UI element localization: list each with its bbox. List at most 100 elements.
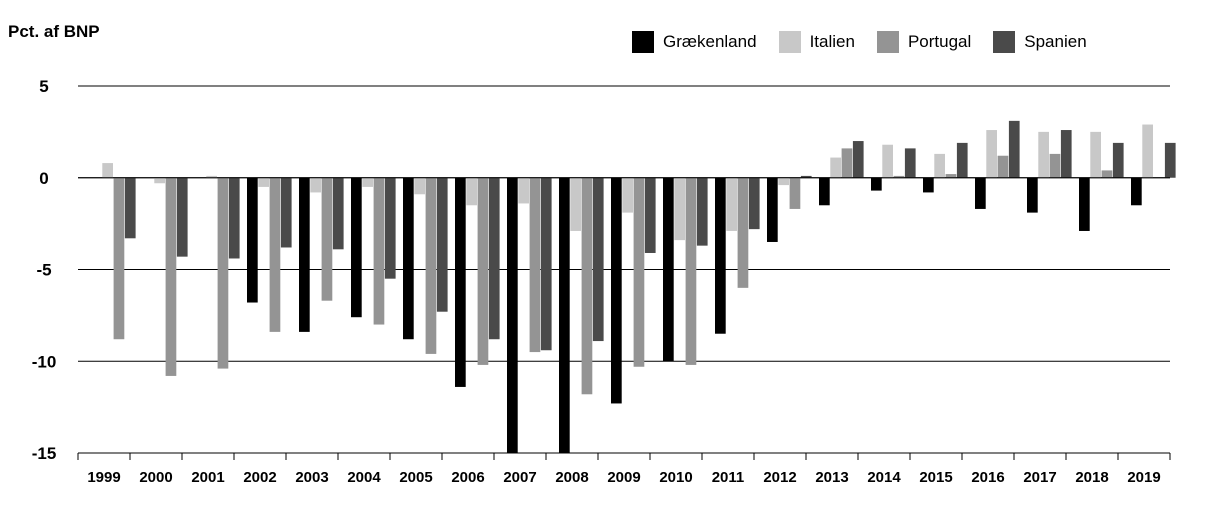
x-tick-label: 2005 xyxy=(399,469,432,486)
x-tick-label: 2004 xyxy=(347,469,381,486)
bar xyxy=(830,157,841,178)
bar xyxy=(102,163,113,178)
y-tick-label: -5 xyxy=(36,261,51,280)
bar xyxy=(269,177,281,332)
bar xyxy=(934,153,945,178)
legend-swatch-italien xyxy=(778,31,801,53)
bar xyxy=(997,155,1009,178)
bar xyxy=(663,177,674,362)
bar xyxy=(247,177,258,303)
bar xyxy=(1112,142,1124,178)
bar xyxy=(1049,153,1061,178)
bar xyxy=(871,177,882,191)
bar xyxy=(176,177,188,257)
legend-label-italien: Italien xyxy=(809,32,855,51)
legend-label-portugal: Portugal xyxy=(907,32,972,51)
bar xyxy=(403,177,414,340)
x-tick-label: 2010 xyxy=(659,469,692,486)
x-tick-label: 2012 xyxy=(763,469,796,486)
bar xyxy=(455,177,466,387)
bar xyxy=(696,177,708,246)
bar xyxy=(581,177,593,395)
bar xyxy=(1131,177,1142,206)
x-tick-label: 2013 xyxy=(815,469,848,486)
bar xyxy=(800,175,812,178)
x-tick-label: 2000 xyxy=(139,469,172,486)
bar xyxy=(893,175,905,178)
x-tick-label: 2003 xyxy=(295,469,328,486)
x-tick-label: 2016 xyxy=(971,469,1004,486)
bar xyxy=(622,177,633,213)
bar xyxy=(1164,142,1176,178)
bar xyxy=(852,141,864,178)
bar xyxy=(923,177,934,193)
bar xyxy=(975,177,986,209)
bar xyxy=(351,177,362,318)
x-tick-label: 2015 xyxy=(919,469,952,486)
legend-item-italien: Italien xyxy=(778,31,855,53)
x-tick-label: 2001 xyxy=(191,469,224,486)
y-axis-title: Pct. af BNP xyxy=(8,22,100,41)
x-tick-label: 2019 xyxy=(1127,469,1160,486)
bar xyxy=(321,177,333,301)
bar xyxy=(685,177,697,365)
bar xyxy=(384,177,396,279)
bar xyxy=(819,177,830,206)
bar xyxy=(299,177,310,332)
x-tick-label: 2017 xyxy=(1023,469,1056,486)
bar xyxy=(882,144,893,178)
legend-item-graekenland: Grækenland xyxy=(632,31,757,53)
y-tick-label: -10 xyxy=(32,352,57,371)
bar xyxy=(674,177,685,241)
x-tick-label: 2014 xyxy=(867,469,901,486)
x-tick-label: 2007 xyxy=(503,469,536,486)
bar xyxy=(488,177,500,340)
bar xyxy=(206,175,217,178)
bar xyxy=(425,177,437,354)
x-tick-label: 2008 xyxy=(555,469,588,486)
bar xyxy=(611,177,622,404)
x-tick-label: 2018 xyxy=(1075,469,1108,486)
bar xyxy=(778,177,789,186)
bar xyxy=(507,177,518,453)
bar xyxy=(1101,170,1113,178)
x-tick-label: 2002 xyxy=(243,469,276,486)
bar xyxy=(362,177,373,187)
bar xyxy=(748,177,760,230)
bar xyxy=(956,142,968,178)
bar xyxy=(715,177,726,334)
bar xyxy=(1142,124,1153,178)
bar xyxy=(113,177,125,340)
bar xyxy=(466,177,477,206)
bar xyxy=(436,177,448,312)
bar xyxy=(789,177,801,209)
bar xyxy=(737,177,749,288)
bar xyxy=(1090,131,1101,178)
bar xyxy=(332,177,344,250)
bar xyxy=(945,174,957,178)
bar xyxy=(841,148,853,178)
bar xyxy=(1027,177,1038,213)
x-tick-label: 2011 xyxy=(712,469,745,486)
bar xyxy=(1008,120,1020,178)
bar xyxy=(986,130,997,178)
legend-swatch-spanien xyxy=(993,31,1016,53)
x-tick-label: 2006 xyxy=(451,469,484,486)
legend-item-portugal: Portugal xyxy=(876,31,972,53)
bar xyxy=(726,177,737,231)
y-tick-label: 5 xyxy=(39,77,48,96)
legend-label-spanien: Spanien xyxy=(1024,32,1087,51)
bar xyxy=(414,177,425,195)
legend: Grækenland Italien Portugal Spanien xyxy=(632,31,1087,53)
bar xyxy=(1079,177,1090,231)
bar xyxy=(228,177,240,259)
legend-item-spanien: Spanien xyxy=(993,31,1087,53)
bar xyxy=(592,177,604,342)
bar xyxy=(165,177,177,376)
bar xyxy=(280,177,292,248)
bar xyxy=(373,177,385,325)
bar xyxy=(310,177,321,193)
bar xyxy=(904,148,916,178)
y-tick-label: 0 xyxy=(39,169,48,188)
